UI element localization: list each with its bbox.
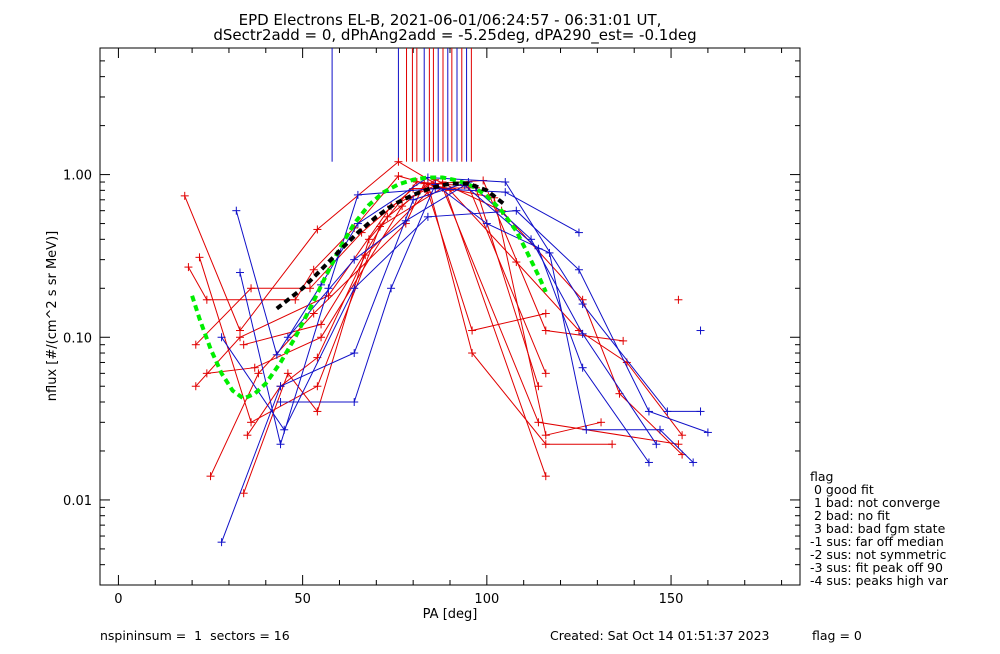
legend-entry: 3 bad: bad fgm state	[810, 521, 946, 536]
y-axis-label: nflux [#/(cm^2 s sr MeV)]	[45, 231, 60, 401]
y-tick-label: 0.10	[63, 331, 92, 346]
legend-entry: 2 bad: no fit	[810, 508, 890, 523]
series-line	[184, 161, 624, 342]
footer-left: nspininsum = 1 sectors = 16	[100, 628, 290, 643]
x-tick-label: 50	[294, 592, 311, 607]
legend-entry: -4 sus: peaks high var	[810, 573, 949, 588]
x-axis-ticks: 0 50 100 150	[114, 48, 783, 607]
y-tick-label: 0.01	[63, 494, 92, 509]
series-line	[239, 188, 580, 447]
black-fit-curve	[275, 181, 507, 311]
series-line	[221, 210, 709, 433]
series-line	[235, 176, 701, 412]
vertical-markers	[331, 48, 472, 162]
x-tick-label: 100	[474, 592, 499, 607]
footer-created: Created: Sat Oct 14 01:51:37 2023	[550, 628, 770, 643]
x-axis-label: PA [deg]	[423, 607, 478, 622]
legend-entry: -3 sus: fit peak off 90	[810, 560, 943, 575]
series-line	[243, 179, 683, 455]
chart-title-line1: EPD Electrons EL-B, 2021-06-01/06:24:57 …	[239, 11, 662, 29]
x-tick-label: 0	[114, 592, 122, 607]
chart-title-line2: dSectr2add = 0, dPhAng2add = -5.25deg, d…	[213, 26, 696, 45]
series-line	[210, 183, 602, 477]
data-series	[180, 157, 712, 547]
legend-entry: 0 good fit	[810, 482, 874, 497]
legend-entry: -2 sus: not symmetric	[810, 547, 946, 562]
legend-entry: 1 bad: not converge	[810, 495, 940, 510]
footer-flag: flag = 0	[812, 628, 862, 643]
series-line	[221, 181, 657, 543]
plot-frame	[99, 47, 801, 586]
green-fit-curve	[190, 175, 548, 401]
legend-entry: -1 sus: far off median	[810, 534, 944, 549]
y-axis-ticks: 0.01 0.10 1.00	[63, 47, 800, 586]
legend-title: flag	[810, 469, 833, 484]
y-tick-label: 1.00	[63, 169, 92, 184]
x-tick-label: 150	[659, 592, 684, 607]
legend: flag 0 good fit 1 bad: not converge 2 ba…	[810, 469, 949, 588]
fit-lines	[190, 175, 548, 401]
